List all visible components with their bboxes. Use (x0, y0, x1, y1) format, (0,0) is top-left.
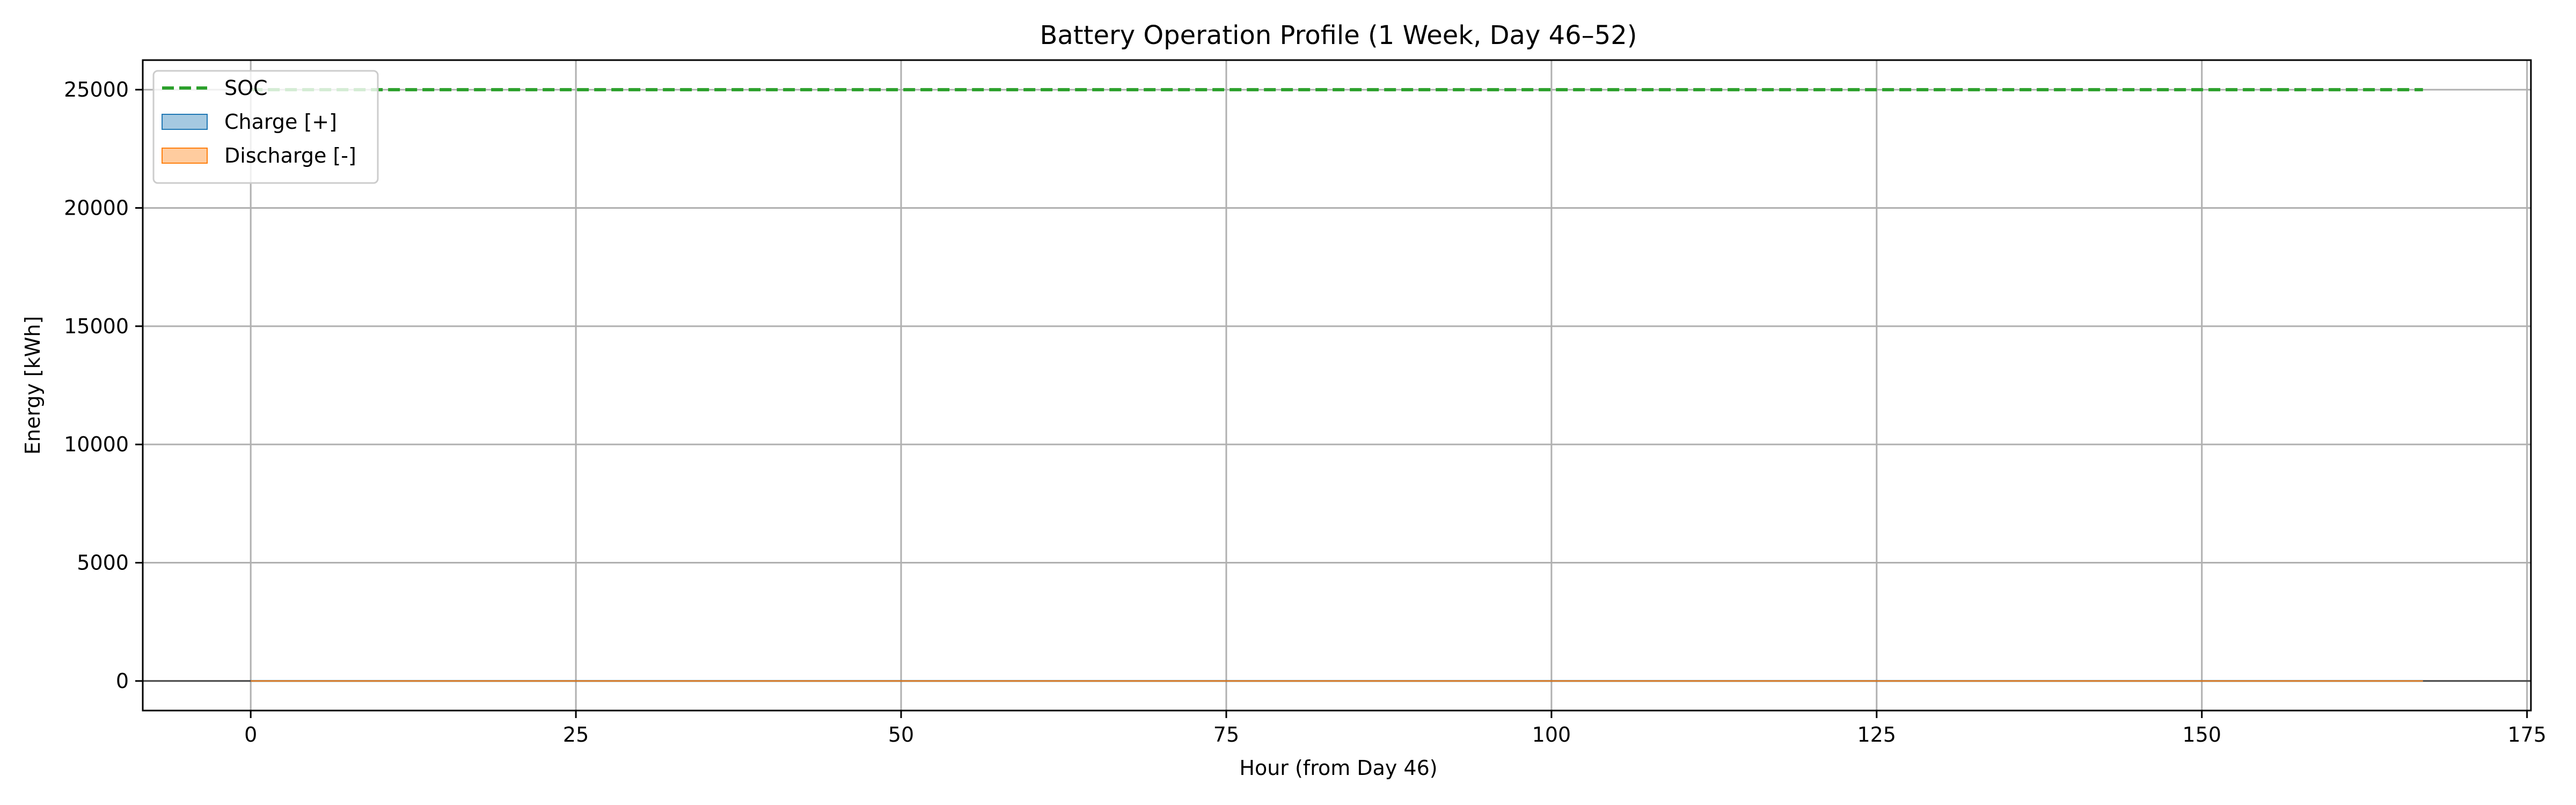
grid (143, 60, 2531, 711)
x-tick-label: 75 (1213, 723, 1239, 747)
y-axis-label: Energy [kWh] (21, 316, 45, 455)
legend-label: SOC (224, 76, 268, 100)
x-tick-label: 125 (1857, 723, 1897, 747)
chart-title: Battery Operation Profile (1 Week, Day 4… (1040, 20, 1637, 50)
legend-label: Discharge [-] (224, 144, 356, 167)
legend: SOC Charge [+] Discharge [-] (152, 70, 379, 184)
y-axis-ticks: 0 5000 10000 15000 20000 25000 (64, 78, 143, 693)
y-tick-label: 20000 (64, 196, 129, 219)
x-tick-label: 175 (2507, 723, 2546, 747)
x-tick-label: 100 (1532, 723, 1571, 747)
x-tick-label: 150 (2183, 723, 2222, 747)
legend-swatch (162, 148, 208, 164)
x-axis-label: Hour (from Day 46) (1239, 756, 1437, 780)
y-tick-label: 25000 (64, 78, 129, 101)
x-tick-label: 25 (563, 723, 589, 747)
legend-box (152, 70, 379, 184)
x-axis-ticks: 0 25 50 75 100 125 150 175 (244, 711, 2546, 747)
y-tick-label: 15000 (64, 314, 129, 338)
legend-label: Charge [+] (224, 110, 337, 134)
x-tick-label: 50 (888, 723, 914, 747)
x-tick-label: 0 (244, 723, 257, 747)
plot-frame (142, 59, 2532, 712)
legend-swatch (162, 114, 208, 130)
y-tick-label: 5000 (77, 551, 129, 575)
y-tick-label: 0 (116, 669, 129, 693)
y-tick-label: 10000 (64, 433, 129, 456)
